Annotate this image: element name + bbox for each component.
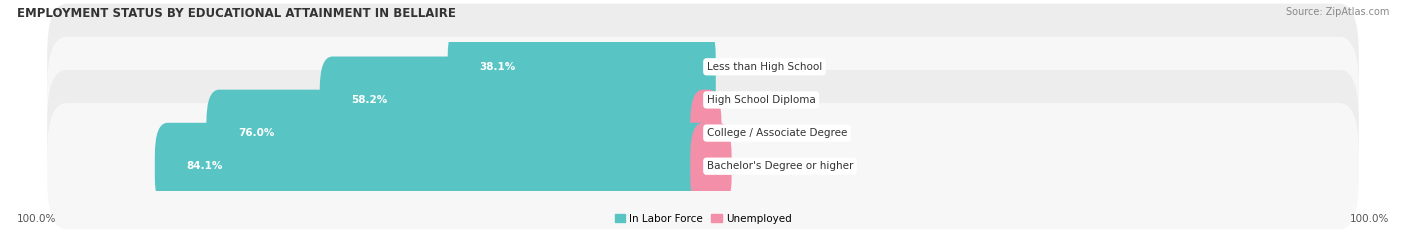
- FancyBboxPatch shape: [48, 70, 1358, 196]
- Text: 100.0%: 100.0%: [17, 214, 56, 224]
- FancyBboxPatch shape: [690, 90, 721, 176]
- FancyBboxPatch shape: [48, 4, 1358, 130]
- Legend: In Labor Force, Unemployed: In Labor Force, Unemployed: [610, 209, 796, 228]
- FancyBboxPatch shape: [319, 57, 716, 143]
- FancyBboxPatch shape: [690, 123, 731, 210]
- Text: EMPLOYMENT STATUS BY EDUCATIONAL ATTAINMENT IN BELLAIRE: EMPLOYMENT STATUS BY EDUCATIONAL ATTAINM…: [17, 7, 456, 20]
- Text: 84.1%: 84.1%: [187, 161, 224, 171]
- Text: 2.5%: 2.5%: [730, 161, 755, 171]
- FancyBboxPatch shape: [207, 90, 716, 176]
- Text: College / Associate Degree: College / Associate Degree: [707, 128, 848, 138]
- FancyBboxPatch shape: [48, 103, 1358, 229]
- Text: Bachelor's Degree or higher: Bachelor's Degree or higher: [707, 161, 853, 171]
- Text: 76.0%: 76.0%: [238, 128, 274, 138]
- Text: 58.2%: 58.2%: [352, 95, 388, 105]
- Text: Less than High School: Less than High School: [707, 62, 823, 72]
- Text: Source: ZipAtlas.com: Source: ZipAtlas.com: [1285, 7, 1389, 17]
- Text: 38.1%: 38.1%: [479, 62, 516, 72]
- Text: 0.9%: 0.9%: [718, 128, 745, 138]
- FancyBboxPatch shape: [155, 123, 716, 210]
- Text: High School Diploma: High School Diploma: [707, 95, 815, 105]
- Text: 100.0%: 100.0%: [1350, 214, 1389, 224]
- FancyBboxPatch shape: [447, 23, 716, 110]
- FancyBboxPatch shape: [48, 37, 1358, 163]
- Text: 0.0%: 0.0%: [713, 62, 740, 72]
- Text: 0.0%: 0.0%: [713, 95, 740, 105]
